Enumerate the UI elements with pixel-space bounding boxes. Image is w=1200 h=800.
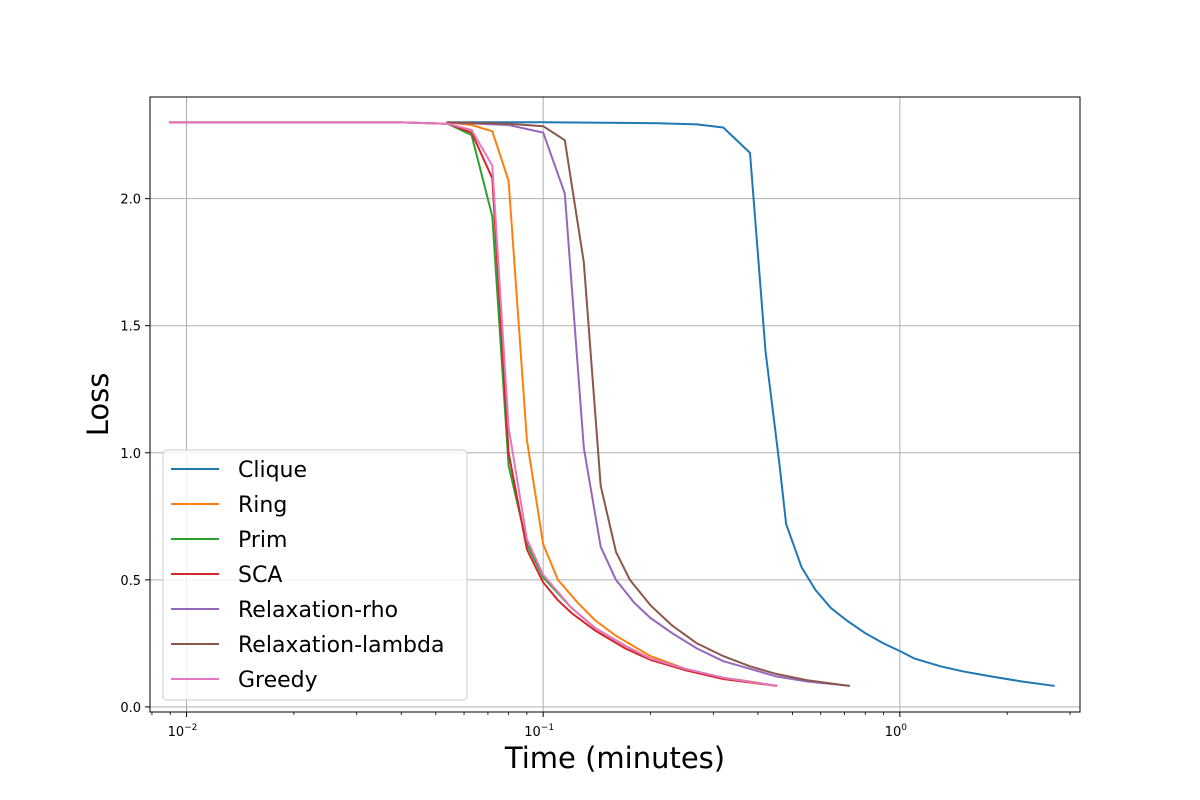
y-tick-label: 1.0 <box>120 447 141 462</box>
series-lines <box>169 121 1055 687</box>
y-tick-label: 2.0 <box>120 193 141 208</box>
legend-label: Relaxation-lambda <box>238 633 444 658</box>
legend: Clique Ring Prim SCA Relaxation-rho Relaxatio… <box>162 449 468 701</box>
legend-label: Greedy <box>238 668 318 693</box>
series-line-clique <box>446 121 1055 687</box>
grid-lines <box>150 97 1080 712</box>
axis-ticks: 10−2 10−1 100 0.0 0.5 1.0 1.5 2.0 <box>120 193 1071 740</box>
y-tick-label: 1.5 <box>120 320 141 335</box>
y-axis-label: Loss <box>81 373 115 437</box>
series-line-sca <box>169 121 778 687</box>
legend-label: Ring <box>238 493 287 518</box>
y-tick-label: 0.0 <box>120 701 141 716</box>
x-tick-label: 10−1 <box>524 723 554 740</box>
x-axis-label: Time (minutes) <box>504 741 725 775</box>
legend-label: Clique <box>238 458 307 483</box>
x-tick-label: 10−2 <box>168 723 198 740</box>
legend-label: SCA <box>238 563 282 588</box>
y-tick-label: 0.5 <box>120 574 141 589</box>
legend-box <box>162 449 468 701</box>
series-line-relaxation-rho <box>446 121 850 687</box>
plot-area-frame <box>149 96 1081 713</box>
legend-label: Relaxation-rho <box>238 598 398 623</box>
series-line-relaxation-lambda <box>446 121 851 687</box>
series-line-greedy <box>169 121 778 687</box>
x-tick-label: 100 <box>885 723 908 740</box>
legend-label: Prim <box>238 528 287 553</box>
